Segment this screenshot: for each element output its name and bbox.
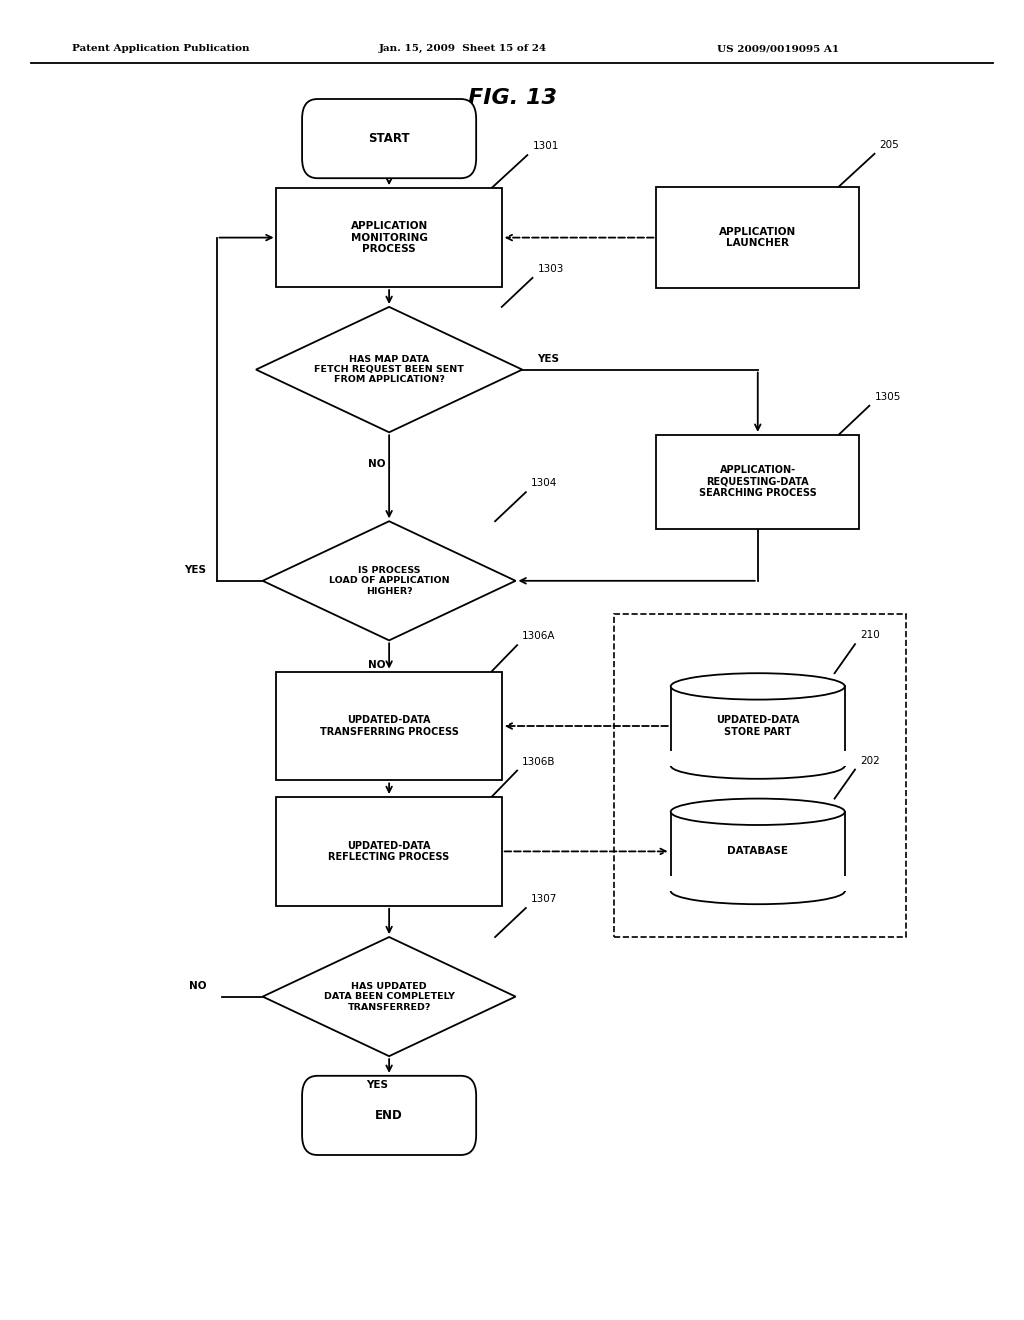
Text: 205: 205 xyxy=(880,140,899,150)
Bar xyxy=(276,672,502,780)
Bar xyxy=(614,614,906,937)
Text: HAS UPDATED
DATA BEEN COMPLETELY
TRANSFERRED?: HAS UPDATED DATA BEEN COMPLETELY TRANSFE… xyxy=(324,982,455,1011)
Text: 210: 210 xyxy=(860,630,880,640)
Text: START: START xyxy=(369,132,410,145)
Text: 1304: 1304 xyxy=(531,478,557,488)
Text: Jan. 15, 2009  Sheet 15 of 24: Jan. 15, 2009 Sheet 15 of 24 xyxy=(379,45,547,53)
Bar xyxy=(671,812,845,891)
Ellipse shape xyxy=(671,752,845,779)
Text: 1307: 1307 xyxy=(531,894,557,904)
Bar xyxy=(276,797,502,906)
Bar xyxy=(656,434,859,529)
Text: YES: YES xyxy=(538,354,559,364)
Text: NO: NO xyxy=(368,660,386,671)
Bar xyxy=(276,189,502,288)
Text: UPDATED-DATA
REFLECTING PROCESS: UPDATED-DATA REFLECTING PROCESS xyxy=(329,841,450,862)
Ellipse shape xyxy=(671,673,845,700)
Text: Patent Application Publication: Patent Application Publication xyxy=(72,45,249,53)
Text: NO: NO xyxy=(188,981,207,991)
Text: APPLICATION
LAUNCHER: APPLICATION LAUNCHER xyxy=(719,227,797,248)
Text: UPDATED-DATA
TRANSFERRING PROCESS: UPDATED-DATA TRANSFERRING PROCESS xyxy=(319,715,459,737)
Text: 1305: 1305 xyxy=(874,392,901,401)
Ellipse shape xyxy=(671,799,845,825)
Text: UPDATED-DATA
STORE PART: UPDATED-DATA STORE PART xyxy=(716,715,800,737)
Text: NO: NO xyxy=(368,459,386,469)
Text: APPLICATION
MONITORING
PROCESS: APPLICATION MONITORING PROCESS xyxy=(350,220,428,255)
Text: 202: 202 xyxy=(860,755,880,766)
Text: APPLICATION-
REQUESTING-DATA
SEARCHING PROCESS: APPLICATION- REQUESTING-DATA SEARCHING P… xyxy=(699,465,816,499)
Text: 1301: 1301 xyxy=(532,141,559,152)
Text: DATABASE: DATABASE xyxy=(727,846,788,857)
Polygon shape xyxy=(262,937,516,1056)
Text: HAS MAP DATA
FETCH REQUEST BEEN SENT
FROM APPLICATION?: HAS MAP DATA FETCH REQUEST BEEN SENT FRO… xyxy=(314,355,464,384)
Text: US 2009/0019095 A1: US 2009/0019095 A1 xyxy=(717,45,839,53)
Ellipse shape xyxy=(671,878,845,904)
Text: 1306B: 1306B xyxy=(522,756,556,767)
Text: YES: YES xyxy=(366,1080,388,1090)
Text: YES: YES xyxy=(184,565,207,576)
Bar xyxy=(656,187,859,289)
Bar xyxy=(671,686,845,766)
Text: END: END xyxy=(375,1109,403,1122)
Text: 1306A: 1306A xyxy=(522,631,556,642)
Bar xyxy=(666,876,850,891)
Polygon shape xyxy=(256,308,522,433)
Text: 1303: 1303 xyxy=(538,264,564,275)
FancyBboxPatch shape xyxy=(302,99,476,178)
FancyBboxPatch shape xyxy=(302,1076,476,1155)
Polygon shape xyxy=(262,521,516,640)
Text: FIG. 13: FIG. 13 xyxy=(468,87,556,108)
Bar xyxy=(666,751,850,766)
Text: IS PROCESS
LOAD OF APPLICATION
HIGHER?: IS PROCESS LOAD OF APPLICATION HIGHER? xyxy=(329,566,450,595)
